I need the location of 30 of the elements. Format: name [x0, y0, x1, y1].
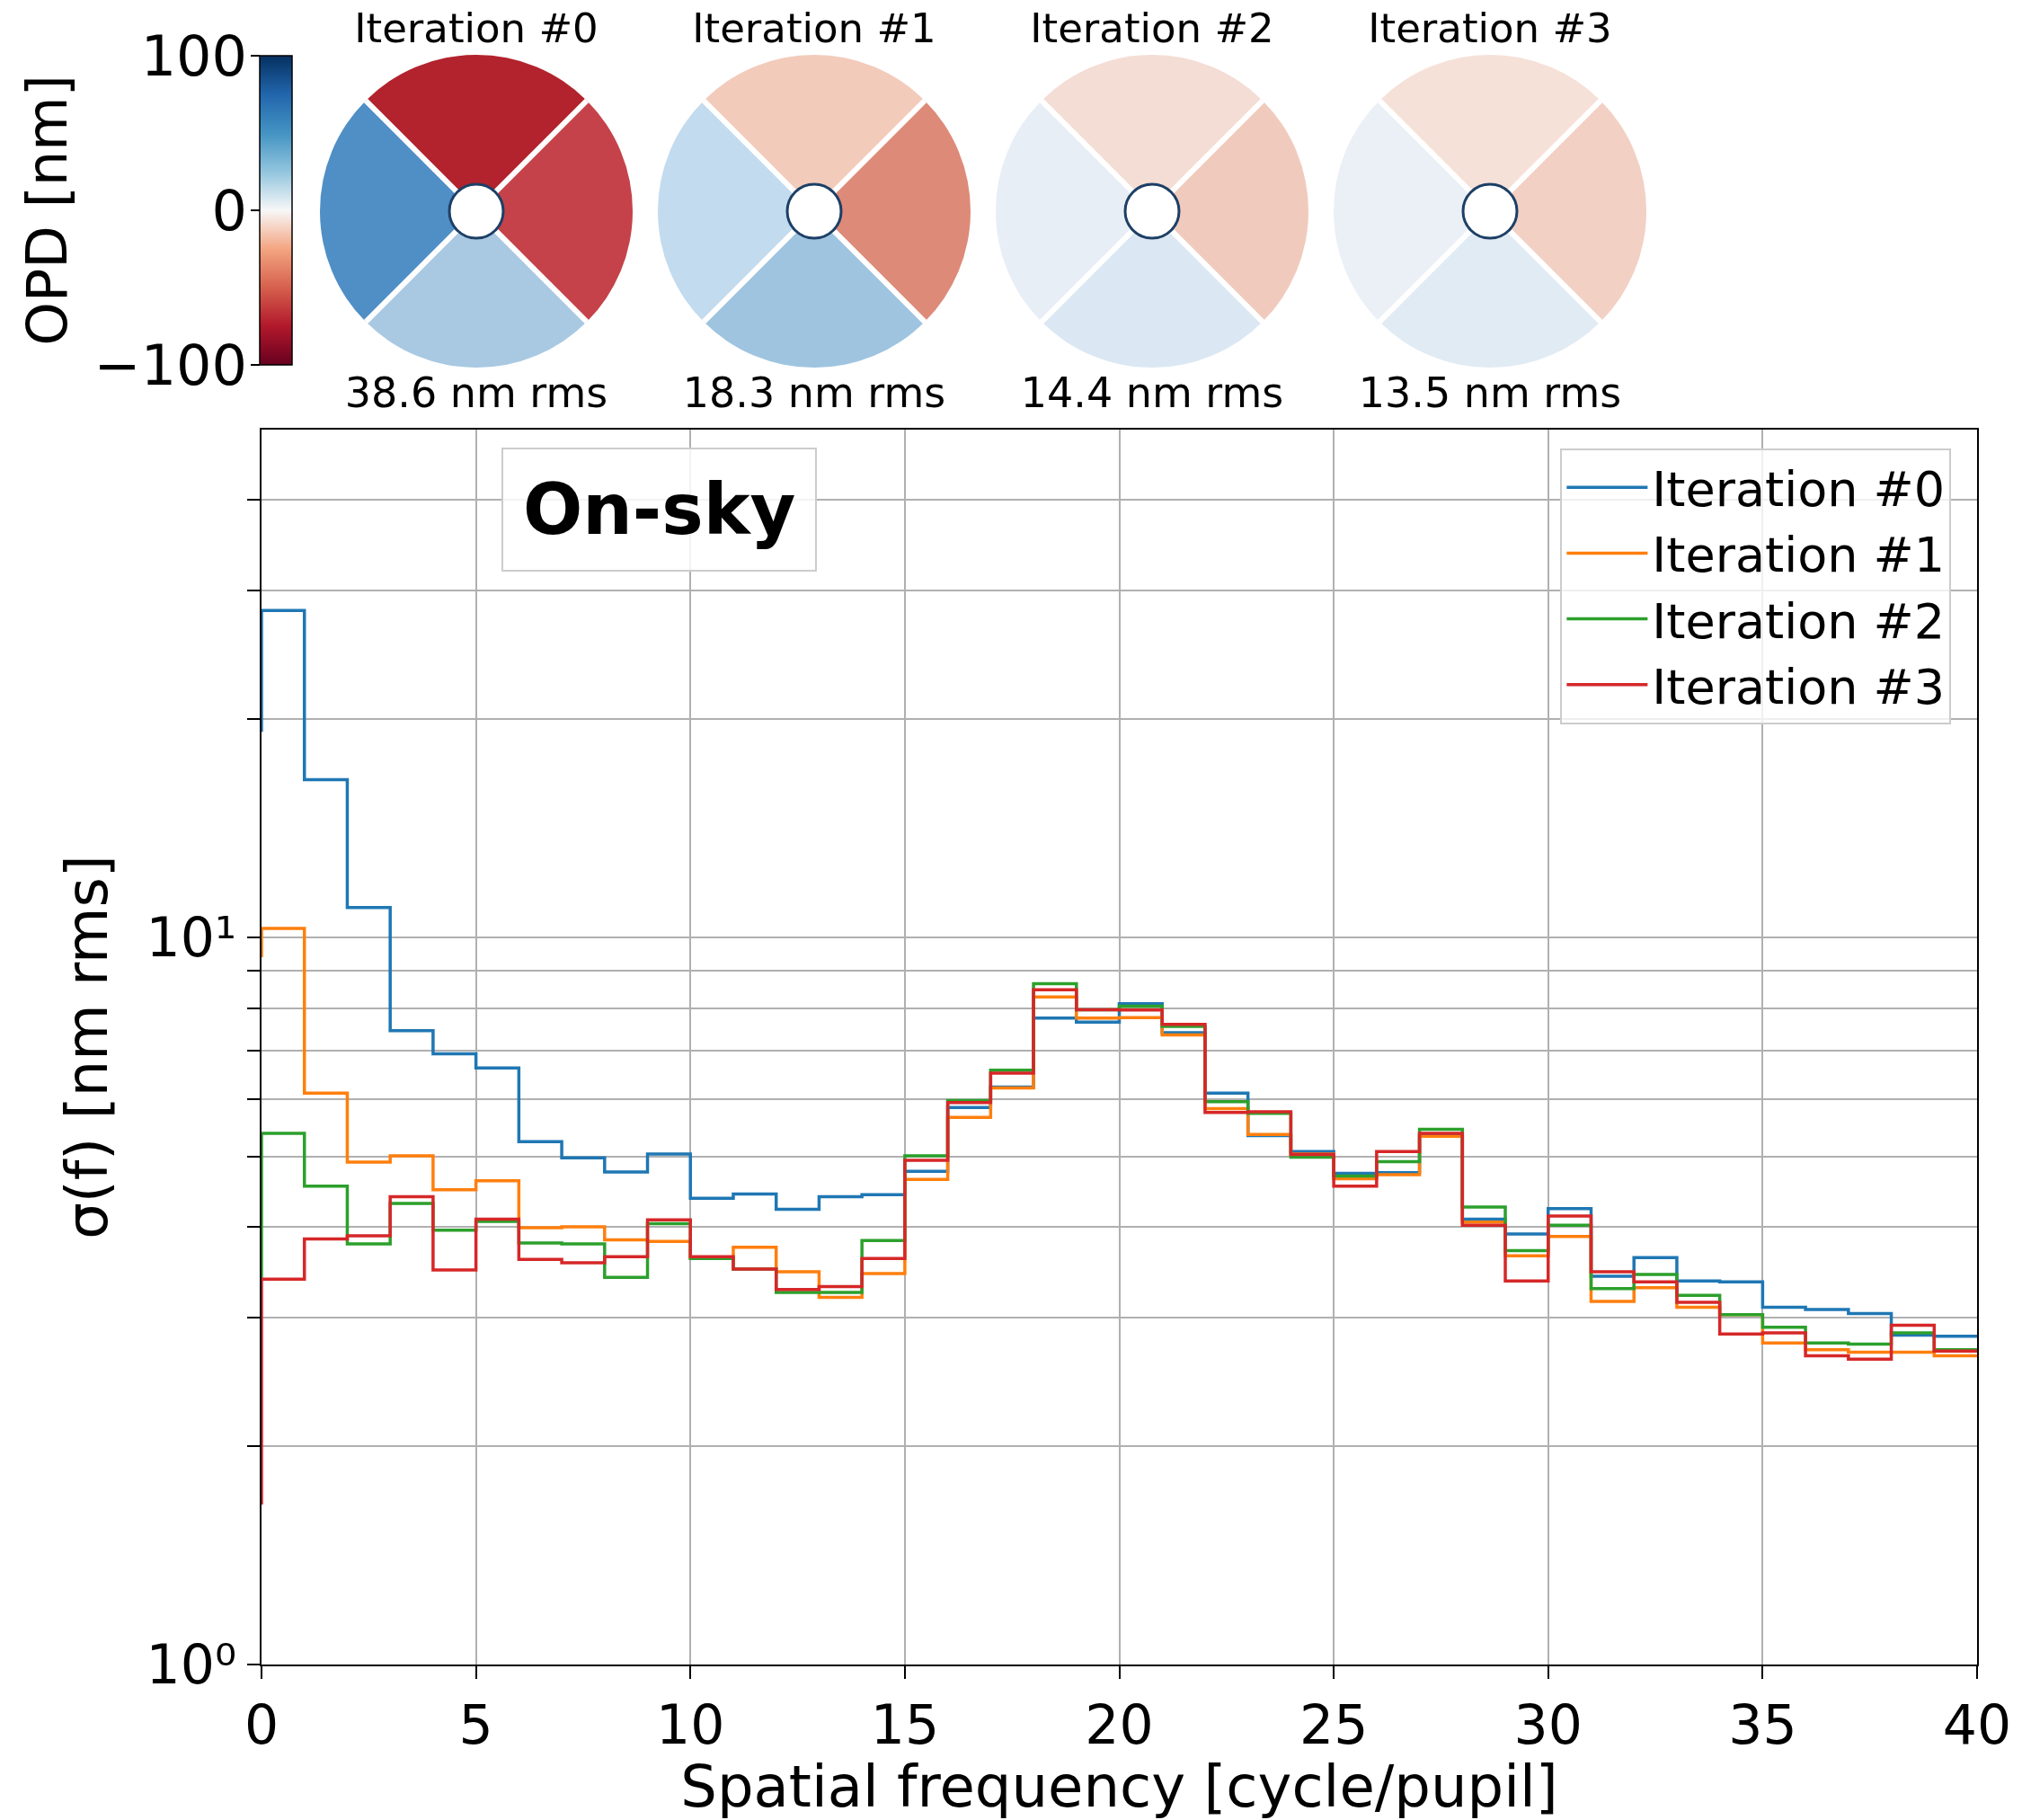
- x-tick-label: 10: [656, 1693, 725, 1756]
- legend-label: Iteration #1: [1652, 527, 1946, 584]
- text: 14.4 nm rms: [1020, 368, 1284, 417]
- text: 13.5 nm rms: [1358, 368, 1622, 417]
- x-axis-title: Spatial frequency [cycle/pupil]: [680, 1753, 1558, 1820]
- x-tick-label: 20: [1085, 1693, 1154, 1756]
- text: 0: [211, 177, 247, 244]
- y-tick-label: 10¹: [146, 906, 236, 970]
- x-tick-label: 15: [870, 1693, 940, 1756]
- y-axis-title: σ(f) [nm rms]: [54, 855, 121, 1239]
- x-tick-label: 35: [1728, 1693, 1797, 1756]
- text: −100: [93, 332, 247, 398]
- x-tick-label: 5: [458, 1693, 493, 1756]
- x-tick-label: 0: [244, 1693, 279, 1756]
- legend-label: Iteration #3: [1652, 658, 1946, 715]
- text: Iteration #0: [354, 4, 599, 52]
- text: Iteration #2: [1030, 4, 1274, 52]
- x-tick-label: 40: [1942, 1693, 2012, 1756]
- legend-label: Iteration #2: [1652, 592, 1946, 650]
- x-tick-label: 30: [1513, 1693, 1583, 1756]
- annotation: On-sky: [523, 469, 796, 550]
- legend-label: Iteration #0: [1652, 461, 1946, 519]
- text: 38.6 nm rms: [344, 368, 608, 417]
- text: Iteration #3: [1368, 4, 1612, 52]
- x-tick-label: 25: [1299, 1693, 1369, 1756]
- text: Iteration #1: [692, 4, 936, 52]
- color-bar-title: OPD [nm]: [13, 75, 80, 346]
- text: 18.3 nm rms: [682, 368, 946, 417]
- text: 100: [140, 22, 247, 89]
- y-tick-label: 10⁰: [146, 1633, 236, 1696]
